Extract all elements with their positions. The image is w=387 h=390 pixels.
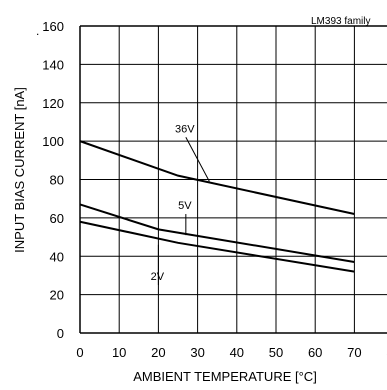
- x-tick-label: 0: [76, 345, 83, 360]
- y-tick-label: 120: [42, 96, 64, 111]
- series-leaders: [157, 137, 210, 286]
- y-tick-label: 140: [42, 57, 64, 72]
- x-tick-label: 20: [151, 345, 165, 360]
- x-tick-label: 30: [190, 345, 204, 360]
- x-tick-label: 40: [230, 345, 244, 360]
- y-tick-label: 20: [50, 288, 64, 303]
- series-lines: [79, 140, 355, 273]
- x-tick-label: 60: [308, 345, 322, 360]
- corner-dot: .: [36, 24, 39, 38]
- y-tick-label: 40: [50, 249, 64, 264]
- y-tick-label: 0: [57, 326, 64, 341]
- series-label: 36V: [175, 123, 195, 135]
- y-tick-label: 100: [42, 134, 64, 149]
- x-tick-label: 50: [269, 345, 283, 360]
- series-label: 5V: [178, 200, 192, 212]
- x-axis-title: AMBIENT TEMPERATURE [°C]: [133, 369, 317, 384]
- series-line: [79, 220, 355, 273]
- grid-lines: [80, 26, 387, 333]
- series-line: [79, 203, 355, 263]
- x-tick-label: 10: [112, 345, 126, 360]
- y-tick-labels: 0 20 40 60 80 100 120 140 160: [42, 19, 64, 341]
- x-tick-labels: 01020304050607080: [76, 345, 387, 360]
- y-tick-label: 60: [50, 211, 64, 226]
- series-leader-line: [185, 137, 210, 182]
- axes-frame: [79, 25, 387, 334]
- series-line: [79, 140, 355, 216]
- series-label: 2V: [151, 271, 165, 283]
- series-labels: 36V 5V 2V: [151, 123, 196, 283]
- chart-annotation: LM393 family: [311, 16, 370, 27]
- y-axis-title: INPUT BIAS CURRENT [nA]: [12, 87, 27, 253]
- y-tick-label: 80: [50, 173, 64, 188]
- y-tick-label: 160: [42, 19, 64, 34]
- x-tick-label: 70: [347, 345, 361, 360]
